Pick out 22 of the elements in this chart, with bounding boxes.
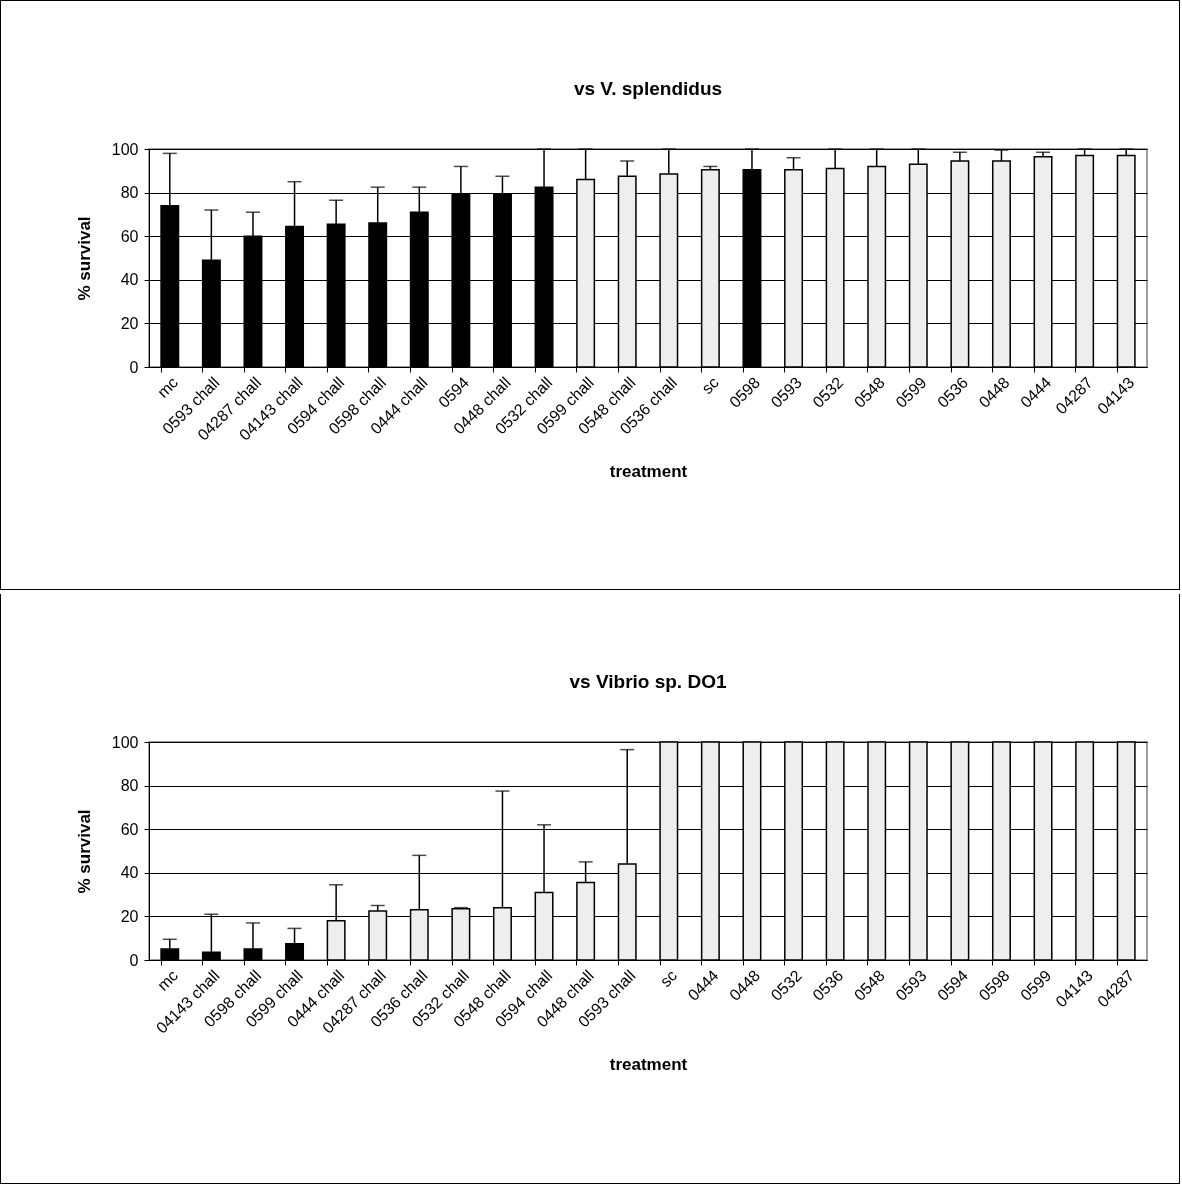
y-axis-title: % survival bbox=[74, 809, 94, 894]
y-tick-label: 40 bbox=[120, 271, 139, 289]
y-tick-label: 60 bbox=[120, 227, 139, 245]
y-tick-label: 20 bbox=[120, 314, 139, 332]
y-axis-title: % survival bbox=[74, 216, 94, 301]
x-tick-label: sc bbox=[698, 373, 722, 398]
chart-title: vs V. splendidus bbox=[573, 78, 723, 99]
chart-title: vs Vibrio sp. DO1 bbox=[569, 671, 727, 692]
x-axis-title: treatment bbox=[609, 461, 688, 481]
y-tick-label: 100 bbox=[111, 140, 139, 158]
x-tick-label: mc bbox=[154, 966, 182, 994]
y-tick-label: 0 bbox=[129, 951, 139, 969]
y-tick-label: 80 bbox=[120, 777, 139, 795]
y-tick-label: 20 bbox=[120, 907, 139, 925]
y-tick-label: 40 bbox=[120, 864, 139, 882]
x-tick-label: mc bbox=[154, 373, 182, 401]
y-tick-label: 60 bbox=[120, 820, 139, 838]
x-tick-label: sc bbox=[656, 966, 681, 991]
x-axis-title: treatment bbox=[609, 1054, 688, 1074]
y-tick-label: 0 bbox=[129, 358, 139, 376]
y-tick-label: 80 bbox=[120, 184, 139, 202]
y-tick-label: 100 bbox=[111, 733, 139, 751]
